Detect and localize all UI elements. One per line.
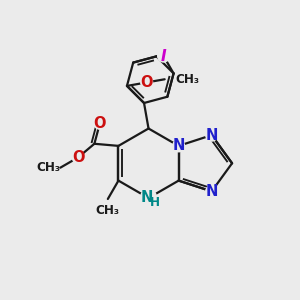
Circle shape bbox=[173, 140, 184, 152]
Text: O: O bbox=[140, 75, 153, 90]
Text: CH₃: CH₃ bbox=[36, 161, 60, 174]
Text: O: O bbox=[72, 150, 84, 165]
Text: O: O bbox=[94, 116, 106, 131]
Text: H: H bbox=[149, 196, 159, 208]
Text: CH₃: CH₃ bbox=[96, 204, 120, 217]
Circle shape bbox=[140, 190, 157, 206]
Text: N: N bbox=[206, 184, 218, 199]
Text: I: I bbox=[161, 49, 167, 64]
Text: N: N bbox=[206, 128, 218, 142]
Circle shape bbox=[206, 185, 218, 197]
Text: N: N bbox=[140, 190, 153, 206]
Circle shape bbox=[94, 117, 106, 129]
Circle shape bbox=[158, 50, 170, 62]
Text: N: N bbox=[172, 138, 185, 153]
Circle shape bbox=[206, 129, 218, 141]
Circle shape bbox=[141, 76, 153, 88]
Text: CH₃: CH₃ bbox=[175, 73, 199, 86]
Circle shape bbox=[72, 152, 84, 163]
